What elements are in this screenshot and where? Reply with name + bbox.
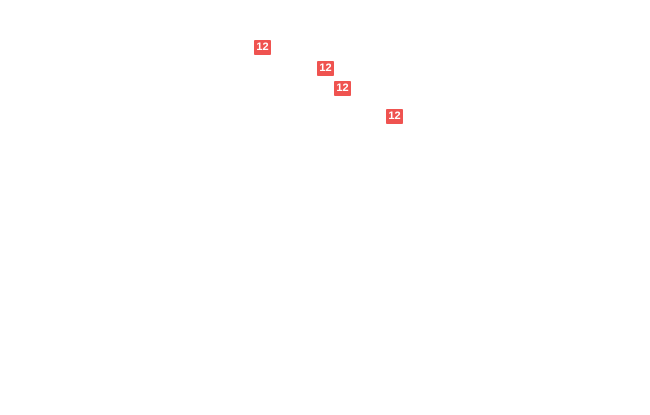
marker-count-label: 12 <box>256 41 269 53</box>
marker-count-label: 12 <box>388 110 401 122</box>
map-cluster-marker[interactable]: 12 <box>386 109 403 124</box>
marker-count-label: 12 <box>319 62 332 74</box>
map-cluster-marker[interactable]: 12 <box>254 40 271 55</box>
marker-count-label: 12 <box>336 82 349 94</box>
map-cluster-marker[interactable]: 12 <box>317 61 334 76</box>
map-cluster-marker[interactable]: 12 <box>334 81 351 96</box>
